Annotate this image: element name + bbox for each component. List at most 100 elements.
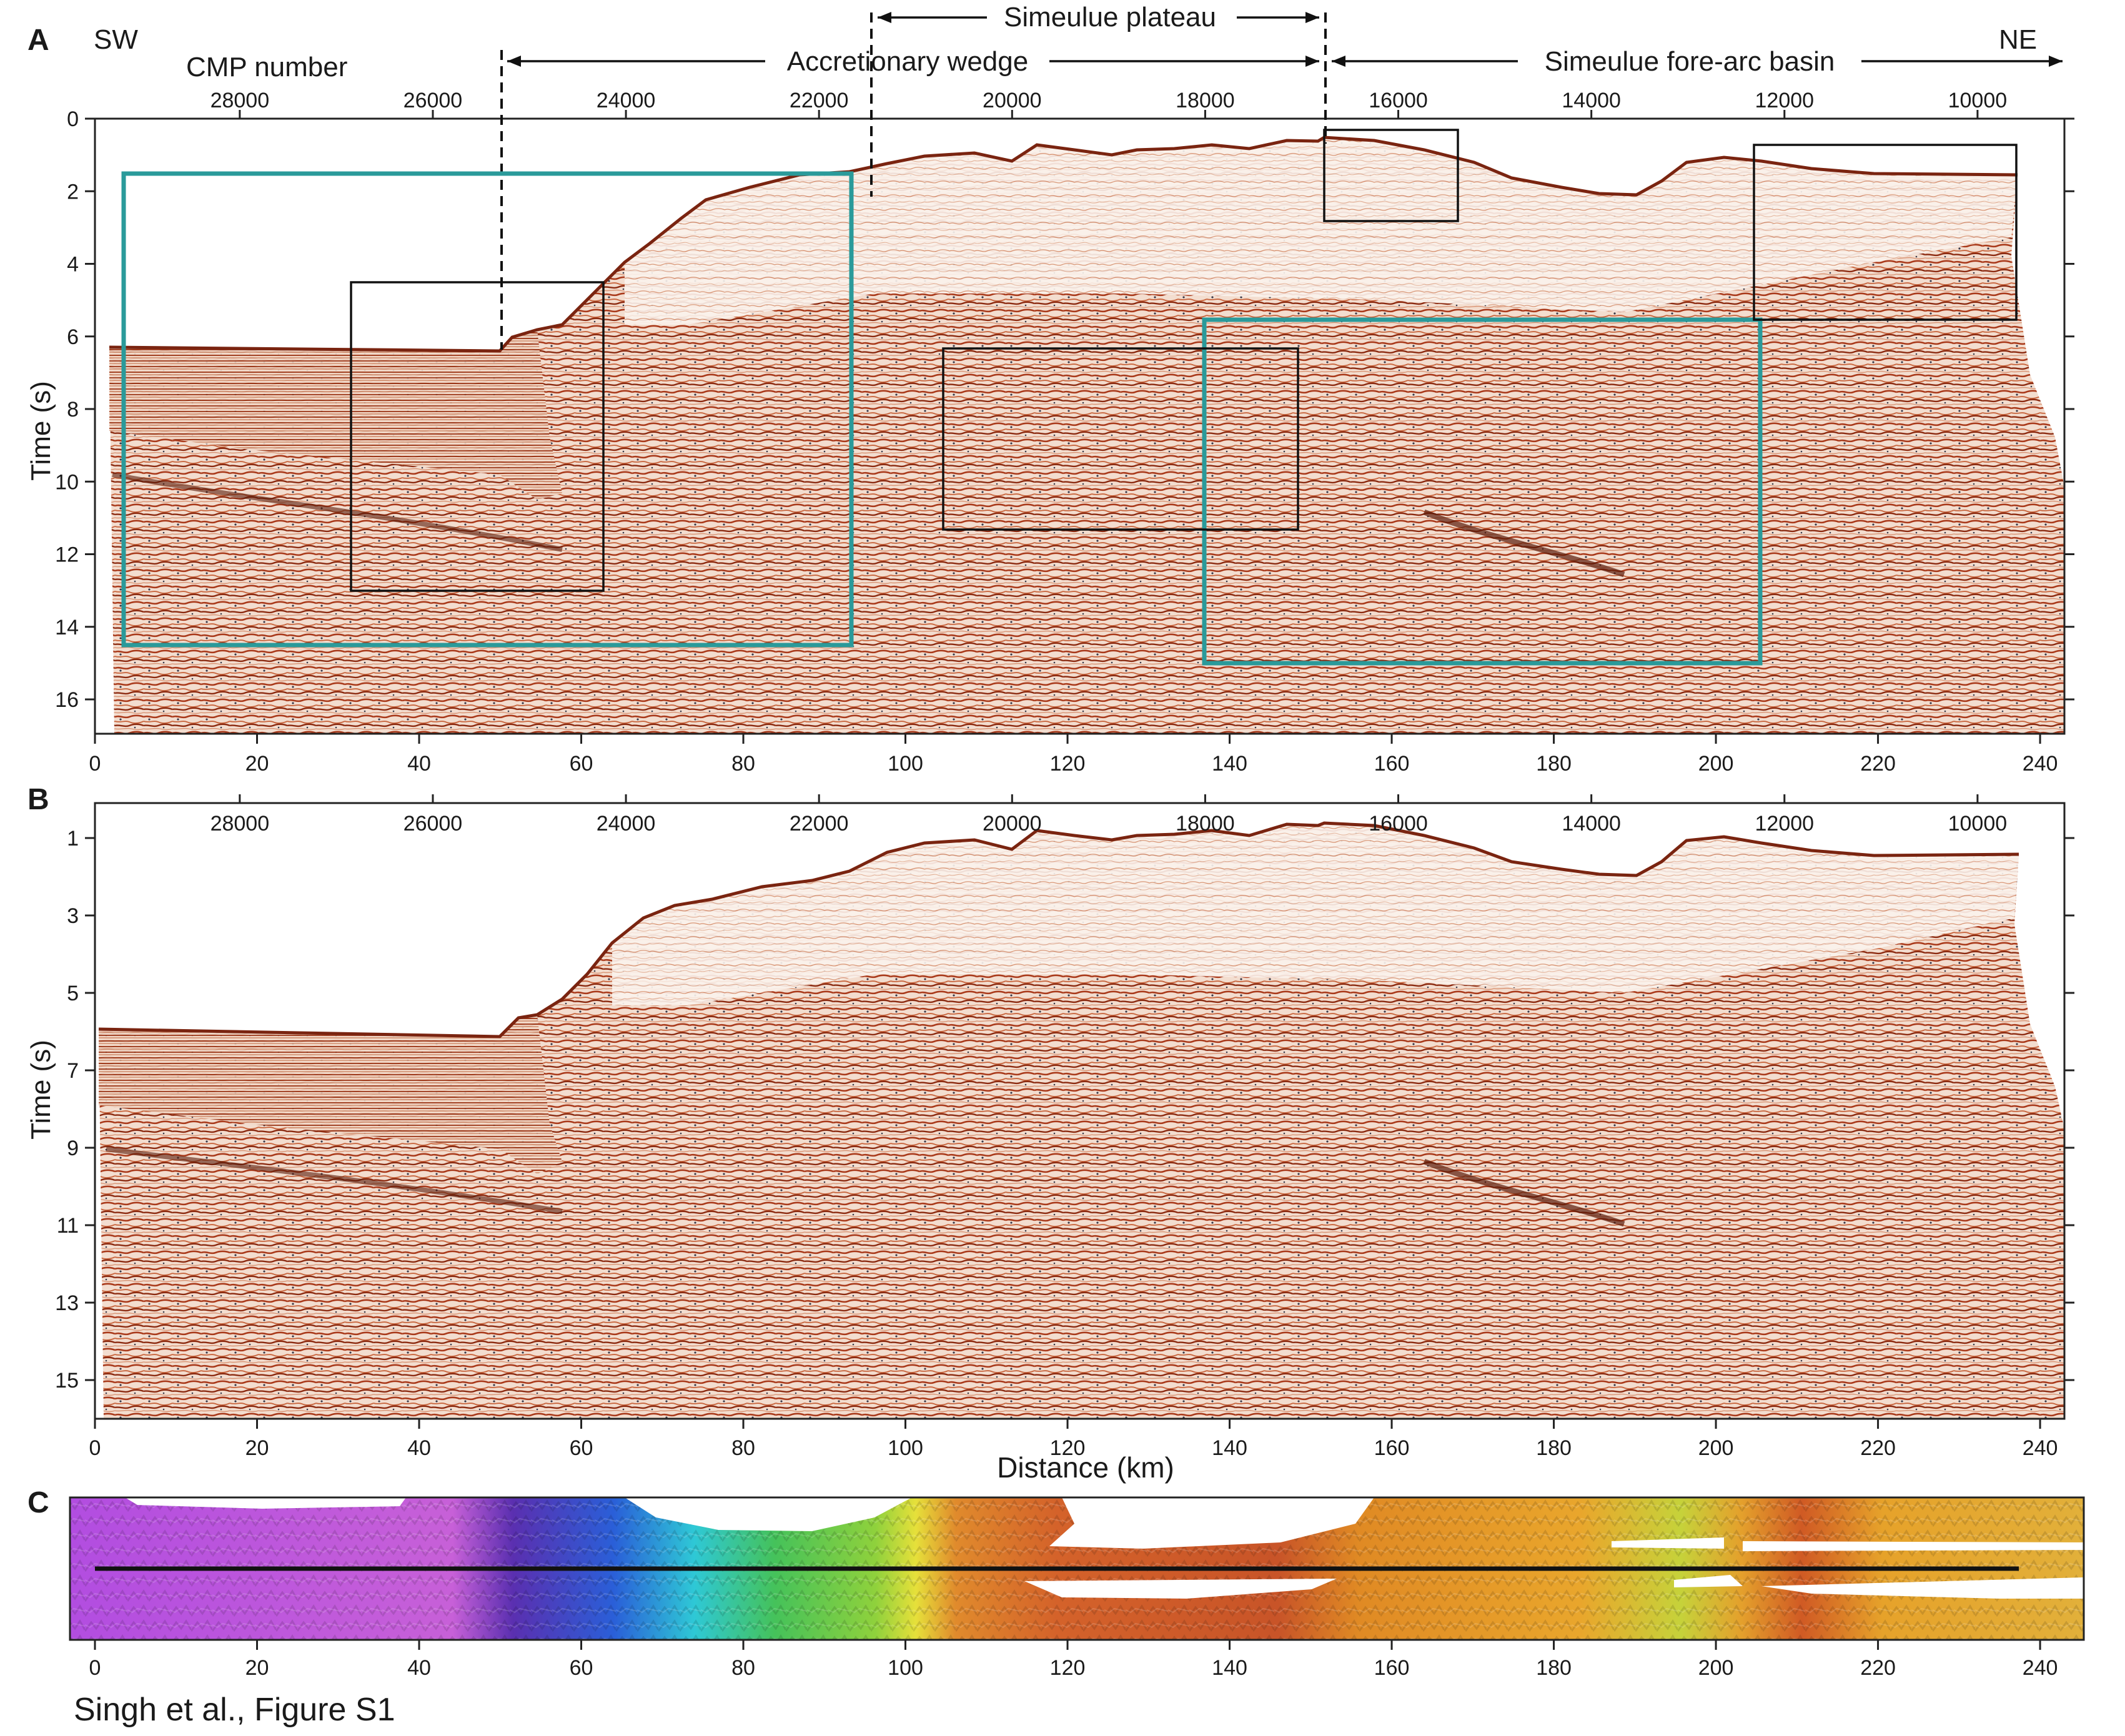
distance-tick-label: 20 [245,1656,269,1680]
time-tick-label: 2 [67,180,79,204]
cmp-tick-label: 16000 [1369,89,1428,112]
highlight-box-plateau-base [1202,317,1763,666]
reflector-oceanic-a [112,472,563,552]
y-axis-title-b: Time (s) [26,1040,56,1140]
time-tick-label: 5 [67,982,79,1005]
distance-tick-label: 120 [1050,752,1086,776]
y-axis-title-a: Time (s) [26,381,56,481]
distance-tick-label: 180 [1536,1656,1572,1680]
cmp-tick-label: 26000 [404,89,463,112]
time-ticks-a: 0 2 4 6 8 10 12 14 16 [55,107,2074,712]
panel-b: B 28000 26000 24000 22000 20000 18000 16000 140… [26,783,2074,1484]
distance-tick-label: 160 [1374,1656,1410,1680]
distance-tick-label: 120 [1050,1656,1086,1680]
axes-frame-a [94,117,2066,735]
cmp-tick-label: 20000 [983,812,1042,836]
distance-tick-label: 200 [1698,1656,1734,1680]
cmp-tick-label: 26000 [404,812,463,836]
cmp-tick-label: 18000 [1176,89,1235,112]
seismic-section-a [109,136,2064,734]
time-tick-label: 6 [67,325,79,349]
panel-a: A SW NE CMP number 28000 26000 24000 22000 2… [26,2,2074,776]
simeulue-plateau-label: Simeulue plateau [1004,2,1216,32]
cmp-ticks-a: 28000 26000 24000 22000 20000 18000 16000 14000… [211,89,2008,119]
time-tick-label: 4 [67,253,79,277]
cmp-axis-title: CMP number [186,52,347,82]
direction-sw: SW [94,24,138,55]
detail-box-wedge-interior [942,347,1299,531]
axes-frame-b [94,802,2066,1420]
distance-tick-label: 0 [89,752,101,776]
reflector-dipping-a [1423,509,1625,578]
time-tick-label: 15 [55,1369,79,1393]
highlight-box-trench [121,171,854,648]
time-tick-label: 3 [67,904,79,928]
wedge-light-zone-b [612,823,2019,1005]
cmp-tick-label: 20000 [983,89,1042,112]
time-tick-label: 13 [55,1291,79,1315]
time-tick-label: 8 [67,398,79,422]
distance-tick-label: 40 [407,752,431,776]
wedge-light-zone-a [625,137,2018,325]
distance-tick-label: 80 [731,1656,755,1680]
time-tick-label: 9 [67,1137,79,1160]
cmp-tick-label: 12000 [1755,812,1815,836]
panel-b-label: B [27,783,49,816]
distance-tick-label: 20 [245,752,269,776]
time-tick-label: 16 [55,688,79,712]
time-tick-label: 7 [67,1059,79,1083]
distance-tick-label: 100 [888,1436,923,1460]
figure-caption: Singh et al., Figure S1 [74,1692,395,1728]
distance-tick-label: 180 [1536,1436,1572,1460]
distance-tick-label: 200 [1698,1436,1734,1460]
distance-tick-label: 40 [407,1436,431,1460]
cmp-tick-label: 12000 [1755,89,1815,112]
sediment-layers-a [109,330,562,500]
x-axis-title-b: Distance (km) [997,1451,1174,1484]
cmp-tick-label: 10000 [1948,89,2008,112]
axes-frame-c [69,1496,2085,1641]
distance-tick-label: 240 [2023,1656,2058,1680]
detail-box-plateau-top [1323,129,1459,222]
region-annotations: Accretionary wedge Simeulue plateau Sime… [500,2,2063,350]
time-tick-label: 12 [55,543,79,567]
cmp-tick-label: 10000 [1948,812,2008,836]
panel-a-label: A [27,24,49,57]
distance-tick-label: 60 [570,752,593,776]
cmp-tick-label: 28000 [211,89,270,112]
distance-tick-label: 80 [731,752,755,776]
distance-ticks-c: 0 20 40 60 80 100 120 140 160 180 200 220 240 [89,1640,2058,1680]
time-tick-label: 1 [67,827,79,851]
distance-tick-label: 100 [888,1656,923,1680]
direction-ne: NE [1999,24,2037,55]
distance-tick-label: 60 [570,1656,593,1680]
distance-tick-label: 60 [570,1436,593,1460]
distance-tick-label: 220 [1860,752,1896,776]
distance-tick-label: 160 [1374,752,1410,776]
distance-tick-label: 80 [731,1436,755,1460]
distance-tick-label: 220 [1860,1436,1896,1460]
cmp-tick-label: 14000 [1562,89,1621,112]
distance-tick-label: 240 [2023,1436,2058,1460]
cmp-tick-label: 14000 [1562,812,1621,836]
distance-tick-label: 0 [89,1656,101,1680]
distance-tick-label: 140 [1212,1656,1247,1680]
distance-tick-label: 200 [1698,752,1734,776]
detail-box-deformation-front [350,281,605,592]
cmp-tick-label: 24000 [597,89,656,112]
distance-tick-label: 140 [1212,1436,1247,1460]
distance-tick-label: 100 [888,752,923,776]
seismic-section-b [98,821,2064,1419]
cmp-tick-label: 22000 [790,89,849,112]
panel-c-label: C [27,1486,49,1519]
cmp-tick-label: 24000 [597,812,656,836]
time-tick-label: 11 [57,1214,79,1238]
seafloor-reflector-b [98,821,2019,1038]
cmp-tick-label: 16000 [1369,812,1428,836]
time-tick-label: 0 [67,107,79,131]
time-tick-label: 10 [55,470,79,494]
reflector-oceanic-b [106,1147,563,1214]
panel-c: C 0 20 40 60 80 100 120 140 160 180 200 220 240 [27,1486,2085,1680]
